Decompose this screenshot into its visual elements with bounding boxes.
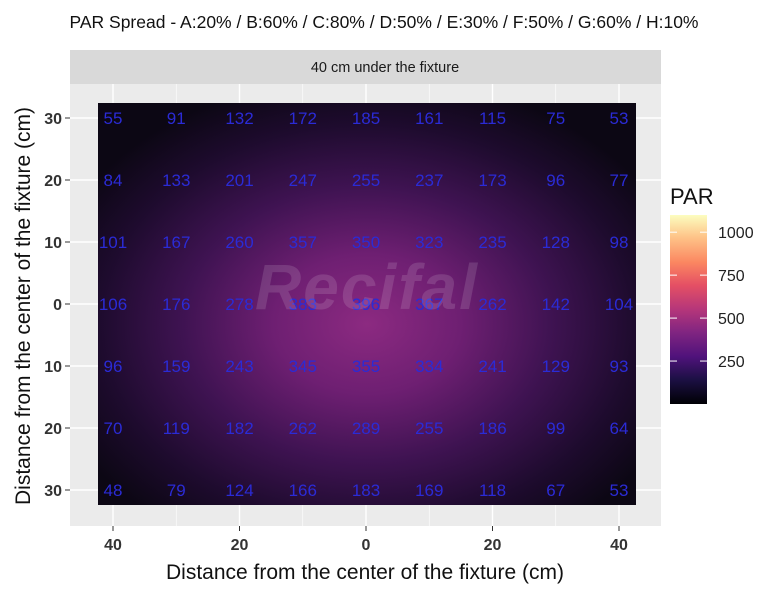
cell-value-label: 355 — [352, 357, 380, 376]
cell-value-label: 119 — [163, 419, 190, 438]
cell-value-label: 278 — [225, 295, 253, 314]
cell-value-label: 53 — [610, 109, 629, 128]
cell-value-label: 106 — [99, 295, 127, 314]
y-tick-label: 10 — [44, 235, 62, 252]
cell-value-label: 98 — [610, 233, 629, 252]
cell-value-label: 185 — [352, 109, 380, 128]
cell-value-label: 104 — [605, 295, 633, 314]
cell-value-label: 96 — [104, 357, 123, 376]
facet-label: 40 cm under the fixture — [311, 60, 459, 76]
cell-value-label: 172 — [289, 109, 317, 128]
cell-value-label: 396 — [352, 295, 380, 314]
cell-value-label: 173 — [478, 171, 506, 190]
cell-value-label: 161 — [415, 109, 443, 128]
x-axis-label: Distance from the center of the fixture … — [166, 561, 564, 584]
legend-tick-label: 1000 — [718, 225, 754, 242]
cell-value-label: 93 — [610, 357, 629, 376]
legend-tick-label: 750 — [718, 268, 745, 285]
y-tick-label: 30 — [44, 483, 62, 500]
y-tick-label: 20 — [44, 173, 62, 190]
y-tick-label: 0 — [53, 297, 62, 314]
cell-value-label: 176 — [162, 295, 190, 314]
cell-value-label: 55 — [104, 109, 123, 128]
y-tick-label: 10 — [44, 359, 62, 376]
cell-value-label: 77 — [610, 171, 629, 190]
x-axis-ticks: 40 20 0 20 40 — [104, 526, 628, 554]
cell-value-label: 237 — [415, 171, 443, 190]
cell-value-label: 169 — [415, 481, 443, 500]
cell-value-label: 289 — [352, 419, 380, 438]
cell-value-label: 70 — [104, 419, 123, 438]
cell-value-label: 334 — [415, 357, 443, 376]
legend-colorbar — [670, 215, 707, 404]
y-axis-ticks: 30 20 10 0 10 20 30 — [44, 111, 70, 500]
cell-value-label: 53 — [610, 481, 629, 500]
cell-value-label: 132 — [225, 109, 253, 128]
x-tick-label: 0 — [362, 537, 371, 554]
cell-value-label: 383 — [289, 295, 317, 314]
cell-value-label: 255 — [352, 171, 380, 190]
cell-value-label: 75 — [546, 109, 565, 128]
cell-value-label: 115 — [479, 109, 506, 128]
cell-value-label: 235 — [478, 233, 506, 252]
legend-ticks: 1000 750 500 250 — [670, 225, 754, 371]
cell-value-label: 84 — [104, 171, 123, 190]
cell-value-label: 186 — [478, 419, 506, 438]
x-tick-label: 40 — [104, 537, 122, 554]
legend-tick-label: 500 — [718, 311, 745, 328]
facet-strip — [70, 50, 661, 84]
cell-value-label: 350 — [352, 233, 380, 252]
x-tick-label: 20 — [484, 537, 502, 554]
cell-value-label: 167 — [162, 233, 190, 252]
cell-value-label: 243 — [225, 357, 253, 376]
cell-value-label: 201 — [225, 171, 253, 190]
chart-title: PAR Spread - A:20% / B:60% / C:80% / D:5… — [69, 12, 699, 32]
legend-title: PAR — [670, 184, 714, 209]
cell-labels: 55 91 132 172 185 161 115 75 53 84 133 201 247 255 237… — [99, 109, 633, 500]
cell-value-label: 166 — [289, 481, 317, 500]
cell-value-label: 96 — [546, 171, 565, 190]
legend-tick-label: 250 — [718, 354, 745, 371]
x-tick-label: 40 — [610, 537, 628, 554]
cell-value-label: 262 — [289, 419, 317, 438]
cell-value-label: 367 — [415, 295, 443, 314]
cell-value-label: 159 — [162, 357, 190, 376]
cell-value-label: 323 — [415, 233, 443, 252]
cell-value-label: 255 — [415, 419, 443, 438]
cell-value-label: 48 — [104, 481, 123, 500]
cell-value-label: 142 — [542, 295, 570, 314]
y-tick-label: 20 — [44, 421, 62, 438]
cell-value-label: 133 — [162, 171, 190, 190]
cell-value-label: 357 — [289, 233, 317, 252]
cell-value-label: 79 — [167, 481, 186, 500]
cell-value-label: 124 — [225, 481, 253, 500]
y-tick-label: 30 — [44, 111, 62, 128]
x-tick-label: 20 — [231, 537, 249, 554]
cell-value-label: 247 — [289, 171, 317, 190]
cell-value-label: 91 — [167, 109, 186, 128]
cell-value-label: 101 — [99, 233, 127, 252]
heatmap-field — [98, 103, 636, 505]
cell-value-label: 64 — [610, 419, 629, 438]
cell-value-label: 67 — [546, 481, 565, 500]
cell-value-label: 262 — [478, 295, 506, 314]
y-axis-label: Distance from the center of the fixture … — [12, 107, 35, 505]
cell-value-label: 345 — [289, 357, 317, 376]
cell-value-label: 183 — [352, 481, 380, 500]
cell-value-label: 260 — [225, 233, 253, 252]
cell-value-label: 118 — [479, 481, 506, 500]
cell-value-label: 129 — [542, 357, 570, 376]
cell-value-label: 99 — [546, 419, 565, 438]
cell-value-label: 241 — [478, 357, 506, 376]
cell-value-label: 128 — [542, 233, 570, 252]
cell-value-label: 182 — [225, 419, 253, 438]
